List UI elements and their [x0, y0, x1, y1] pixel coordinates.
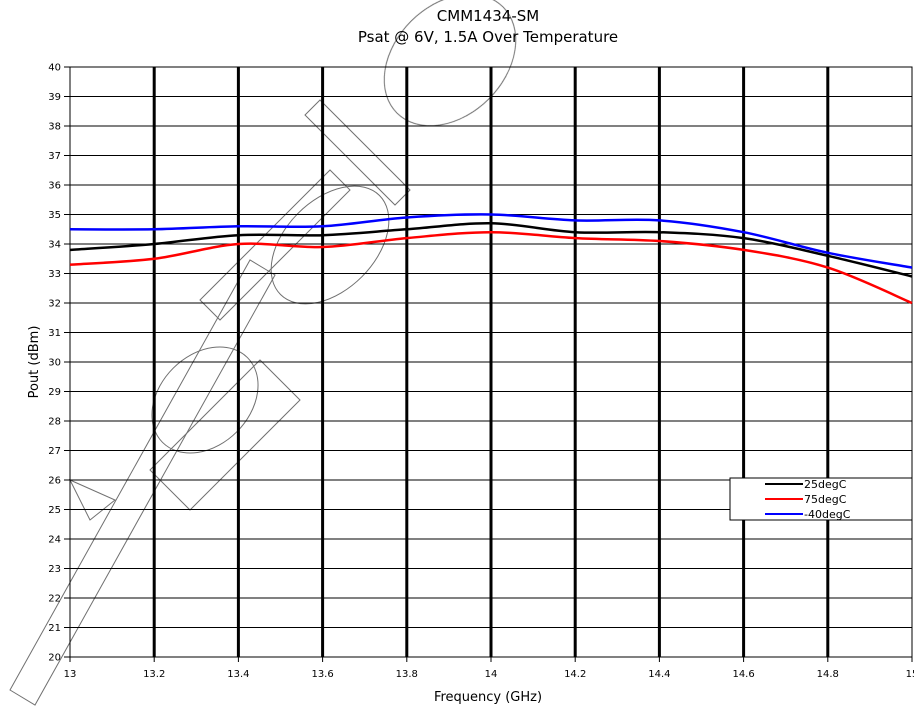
chart-subtitle: Psat @ 6V, 1.5A Over Temperature [358, 28, 618, 46]
y-tick-label: 33 [48, 269, 61, 280]
y-tick-label: 21 [48, 623, 61, 634]
plot-area [69, 66, 913, 658]
x-tick-label: 15 [906, 669, 914, 680]
legend-box [729, 477, 913, 521]
x-tick-label: 14.8 [817, 669, 839, 680]
y-tick-label: 30 [48, 358, 61, 369]
y-tick-label: 36 [48, 181, 61, 192]
series-line-minus40degc [69, 213, 913, 269]
y-tick-label: 34 [48, 240, 61, 251]
y-tick-label: 28 [48, 417, 61, 428]
series-line-25degc [69, 222, 913, 278]
x-tick-label: 13.2 [143, 669, 165, 680]
chart-title: CMM1434-SM [437, 7, 539, 25]
series-lines [69, 213, 913, 305]
x-tick-labels: 13 13.2 13.4 13.6 13.8 14 14.2 14.4 14.6 14.8 15 [64, 669, 914, 680]
y-tick-label: 32 [48, 299, 61, 310]
x-tick-label: 14.2 [564, 669, 586, 680]
legend-label-75degc: 75degC [804, 493, 847, 506]
x-tick-label: 13 [64, 669, 77, 680]
y-tick-label: 38 [48, 122, 61, 133]
y-axis-label: Pout (dBm) [27, 326, 42, 399]
x-tick-label: 13.6 [311, 669, 333, 680]
y-tick-label: 22 [48, 594, 61, 605]
watermark [9, 0, 517, 706]
legend: 25degC 75degC -40degC [729, 477, 913, 521]
x-tick-label: 14 [485, 669, 498, 680]
x-tick-label: 13.8 [396, 669, 418, 680]
x-tick-label: 14.6 [732, 669, 754, 680]
y-tick-label: 26 [48, 476, 61, 487]
y-tick-label: 23 [48, 564, 61, 575]
y-tick-label: 20 [48, 653, 61, 664]
y-tick-label: 39 [48, 92, 61, 103]
legend-label-minus40degc: -40degC [804, 508, 851, 521]
y-tick-label: 31 [48, 328, 61, 339]
x-tick-label: 13.4 [227, 669, 249, 680]
y-tick-label: 24 [48, 535, 61, 546]
y-tick-label: 35 [48, 210, 61, 221]
y-tick-label: 27 [48, 446, 61, 457]
series-line-75degc [69, 230, 913, 305]
y-tick-label: 40 [48, 63, 61, 74]
x-axis-label: Frequency (GHz) [434, 690, 542, 705]
y-tick-label: 37 [48, 151, 61, 162]
y-tick-label: 25 [48, 505, 61, 516]
legend-label-25degc: 25degC [804, 478, 847, 491]
y-tick-labels: 20 21 22 23 24 25 26 27 28 29 30 31 32 33 34 35 36 37 38 39… [48, 63, 61, 664]
x-tick-label: 14.4 [648, 669, 670, 680]
title-group: CMM1434-SM Psat @ 6V, 1.5A Over Temperat… [358, 7, 618, 46]
y-tick-label: 29 [48, 387, 61, 398]
